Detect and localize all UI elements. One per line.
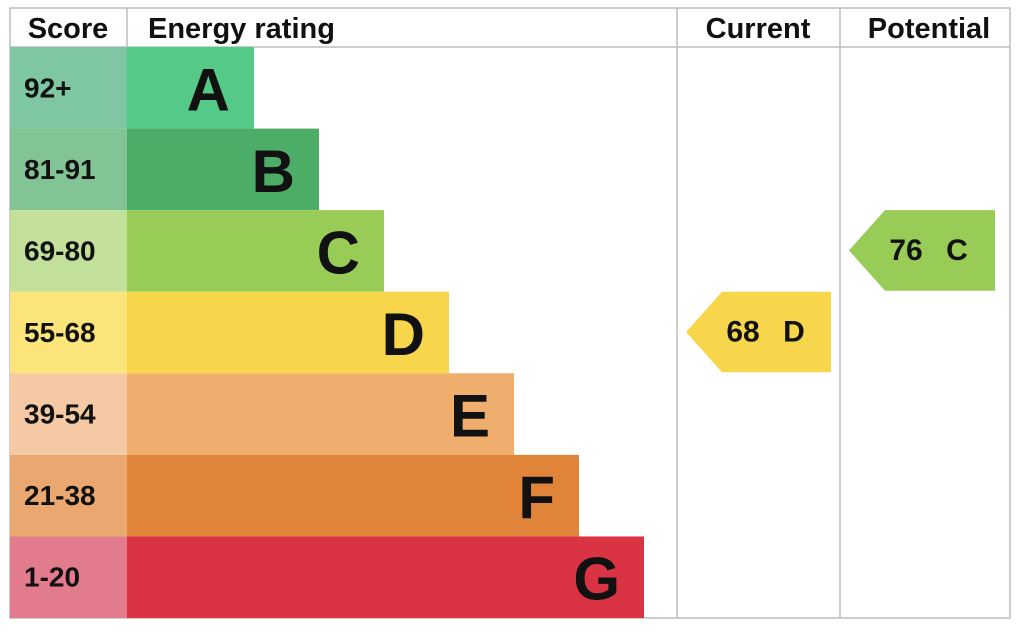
rating-bar [127, 536, 644, 618]
rating-arrow [849, 210, 995, 291]
score-label: 81-91 [24, 154, 96, 185]
score-cell [10, 536, 127, 618]
rating-bar [127, 47, 254, 129]
rating-letter: C [317, 219, 360, 286]
header: Energy rating [148, 13, 335, 45]
header: Score [28, 13, 109, 45]
rating-letter: F [518, 464, 555, 531]
score-cell [10, 128, 127, 211]
score-label: 21-38 [24, 480, 96, 511]
rating-bar [127, 454, 579, 537]
rating-letter: A [187, 56, 230, 123]
rating-value: 76 [889, 234, 922, 267]
score-label: 1-20 [24, 562, 80, 593]
rating-letter: G [573, 546, 620, 613]
score-label: 92+ [24, 72, 72, 103]
rating-letter-small: C [946, 234, 968, 267]
rating-bar [127, 210, 384, 292]
score-label: 55-68 [24, 317, 96, 348]
score-cell [10, 373, 127, 455]
rating-bar [127, 291, 449, 374]
rating-letter: B [252, 138, 295, 205]
score-cell [10, 454, 127, 537]
rating-letter: E [450, 383, 490, 450]
rating-bar [127, 373, 514, 455]
header: Current [706, 13, 811, 45]
score-cell [10, 210, 127, 292]
header: Potential [868, 13, 990, 45]
score-cell [10, 291, 127, 374]
rating-arrow [686, 291, 831, 373]
score-label: 39-54 [24, 399, 96, 430]
rating-value: 68 [726, 316, 759, 349]
rating-letter-small: D [783, 316, 805, 349]
rating-letter: D [382, 301, 425, 368]
score-label: 69-80 [24, 235, 96, 266]
rating-bar [127, 128, 319, 211]
score-cell [10, 47, 127, 129]
